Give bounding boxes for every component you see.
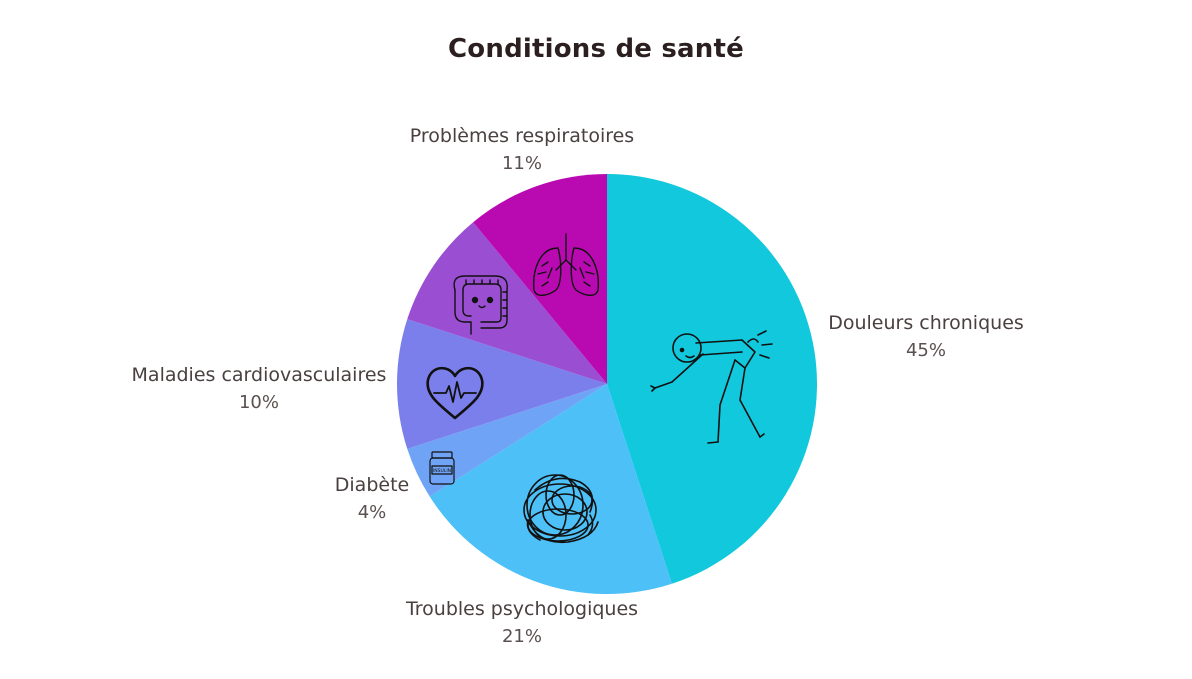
pie-slice-maladies-cardiovasculaires: [397, 319, 607, 449]
lungs-icon: [533, 233, 599, 296]
tangled-scribble-icon: [523, 474, 599, 544]
insulin-bottle-icon: INSULIN: [429, 451, 455, 485]
chart-title: Conditions de santé: [448, 34, 744, 64]
slice-label: Maladies cardiovasculaires: [132, 364, 387, 386]
person-back-pain-icon: [650, 330, 773, 444]
intestine-icon: [453, 275, 508, 335]
slice-label: Problèmes respiratoires: [410, 125, 634, 147]
pie-slice-douleurs-chroniques: [607, 174, 818, 584]
slice-percent: 45%: [906, 340, 946, 361]
heart-heartbeat-icon: [426, 366, 484, 420]
slice-percent: 21%: [502, 626, 542, 647]
pie-slice-troubles-psychologiques: [429, 384, 672, 594]
pie-slice-probl-mes-respiratoires: [473, 174, 607, 384]
slice-percent: 11%: [502, 153, 542, 174]
slice-label: Diabète: [335, 474, 409, 496]
slice-percent: 4%: [358, 502, 387, 523]
slice-percent: 10%: [239, 392, 279, 413]
pie-slice-diab-te: [407, 384, 607, 497]
insulin-label: INSULIN: [433, 468, 451, 474]
slice-label: Douleurs chroniques: [828, 312, 1024, 334]
slice-label: Troubles psychologiques: [405, 598, 638, 620]
